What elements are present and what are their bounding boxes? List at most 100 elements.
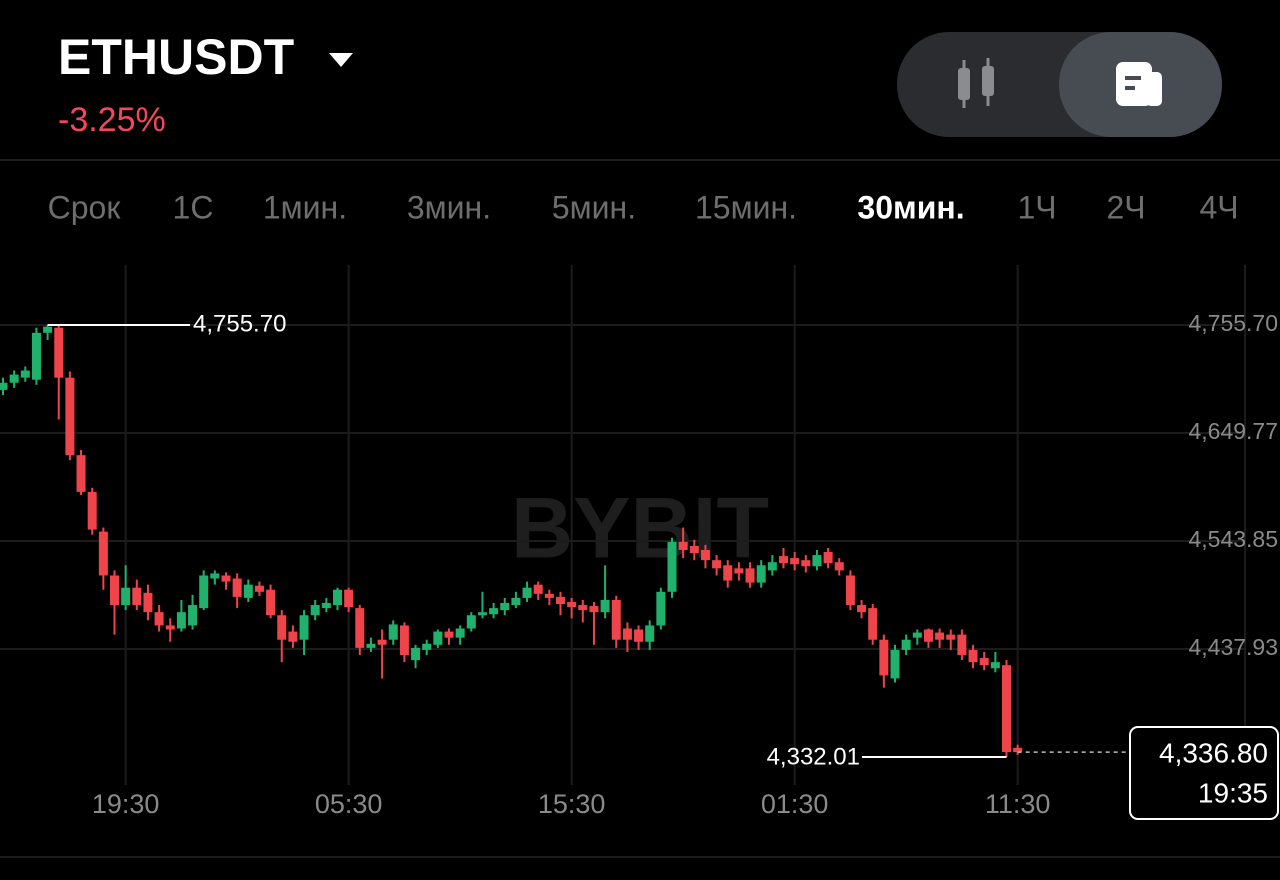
x-tick-label: 05:30 xyxy=(315,789,383,819)
candle-body xyxy=(868,608,878,640)
candle-body xyxy=(489,608,499,615)
timeframe[interactable]: 2Ч xyxy=(1106,189,1145,225)
candle-body xyxy=(678,541,688,550)
timeframe[interactable]: 1Ч xyxy=(1017,189,1056,225)
candle-body xyxy=(0,382,8,390)
candle-body xyxy=(890,649,900,679)
candle-body xyxy=(500,603,510,611)
candle-body xyxy=(979,658,989,666)
candle-body xyxy=(65,377,75,456)
y-tick-label: 4,543.85 xyxy=(1188,526,1278,552)
watermark: BYBIT xyxy=(511,481,769,577)
candle-body xyxy=(834,562,844,571)
candle-body xyxy=(76,455,86,492)
candle-body xyxy=(1013,747,1023,753)
candle-body xyxy=(132,587,142,606)
candle-body xyxy=(143,592,153,613)
high-marker-label: 4,755.70 xyxy=(193,310,286,337)
candle-body xyxy=(455,628,465,638)
candle-body xyxy=(232,578,242,597)
candle-body xyxy=(511,597,521,606)
candle-body xyxy=(422,643,432,650)
x-tick-label: 11:30 xyxy=(985,789,1051,819)
candle-body xyxy=(176,612,186,629)
candle-body xyxy=(723,565,733,581)
timeframe[interactable]: 15мин. xyxy=(695,189,797,225)
candle-body xyxy=(533,584,543,594)
x-tick-label: 15:30 xyxy=(538,789,606,819)
candle-body xyxy=(388,624,398,640)
candle-body xyxy=(154,612,164,626)
plot: 4,755.70 4,649.77 4,543.85 4,437.93 19:30 05:… xyxy=(0,265,1279,820)
candle-body xyxy=(968,649,978,663)
candle-body xyxy=(266,589,276,616)
candle-body xyxy=(823,552,833,564)
candle-body xyxy=(411,647,421,661)
symbol[interactable]: ETHUSDT xyxy=(58,29,294,85)
info-icon xyxy=(1116,62,1162,106)
candle-body xyxy=(767,562,777,571)
timeframe[interactable]: 1мин. xyxy=(263,189,347,225)
candle-body xyxy=(622,628,632,640)
candle-body xyxy=(700,549,710,561)
candle-body xyxy=(333,589,342,606)
candle-body xyxy=(377,639,387,645)
candle-body xyxy=(299,615,309,640)
candle-body xyxy=(210,573,220,579)
candle-body xyxy=(790,558,800,565)
candle-body xyxy=(31,332,41,380)
candle-body xyxy=(366,643,376,648)
y-tick-label: 4,437.93 xyxy=(1188,634,1278,660)
candle-body xyxy=(199,575,209,609)
x-tick-label: 19:30 xyxy=(92,789,160,819)
candle-view-button[interactable] xyxy=(958,58,994,108)
candle-body xyxy=(20,370,30,378)
candle-body xyxy=(656,591,666,626)
y-tick-label: 4,649.77 xyxy=(1188,418,1278,444)
candle-body xyxy=(634,629,644,642)
candle-body xyxy=(165,625,175,630)
candle-body xyxy=(477,612,487,616)
candle-body xyxy=(466,615,476,629)
timeframe[interactable]: 30мин. xyxy=(857,189,964,225)
candle-body xyxy=(556,596,565,605)
candle-body xyxy=(611,599,621,640)
candle-body xyxy=(399,625,409,655)
candle-body xyxy=(43,326,53,333)
timeframe-bar: Срок 1С 1мин. 3мин. 5мин. 15мин. 30мин. 1Ч 2Ч 4Ч xyxy=(48,189,1239,225)
candle-body xyxy=(901,639,911,650)
candle-body xyxy=(845,575,855,606)
candle-body xyxy=(110,575,119,606)
candle-body xyxy=(745,568,755,583)
timeframe[interactable]: 3мин. xyxy=(407,189,491,225)
candle-body xyxy=(935,632,945,640)
candle-body xyxy=(779,556,788,564)
candle-body xyxy=(98,531,108,576)
candle-body xyxy=(1002,665,1011,753)
candle-body xyxy=(87,491,97,530)
timeframe[interactable]: 5мин. xyxy=(552,189,636,225)
candle-body xyxy=(288,631,298,642)
candle-body xyxy=(188,605,198,626)
candle-body xyxy=(756,565,766,583)
candle-body xyxy=(355,608,365,648)
candle-body xyxy=(9,374,19,383)
price-change: -3.25% xyxy=(58,101,166,139)
candle-body xyxy=(310,605,320,616)
candle-body xyxy=(321,603,331,609)
candle-body xyxy=(857,605,867,613)
candle-body xyxy=(578,605,588,611)
candle-body xyxy=(344,589,354,608)
dropdown-arrow[interactable] xyxy=(329,53,353,67)
timeframe[interactable]: Срок xyxy=(48,189,122,225)
candle-body xyxy=(912,632,922,638)
candle-body xyxy=(923,629,933,642)
candle-body xyxy=(433,631,443,645)
timeframe[interactable]: 1С xyxy=(173,189,214,225)
timeframe[interactable]: 4Ч xyxy=(1199,189,1238,225)
candle-body xyxy=(957,634,967,655)
candle-body xyxy=(522,587,532,598)
